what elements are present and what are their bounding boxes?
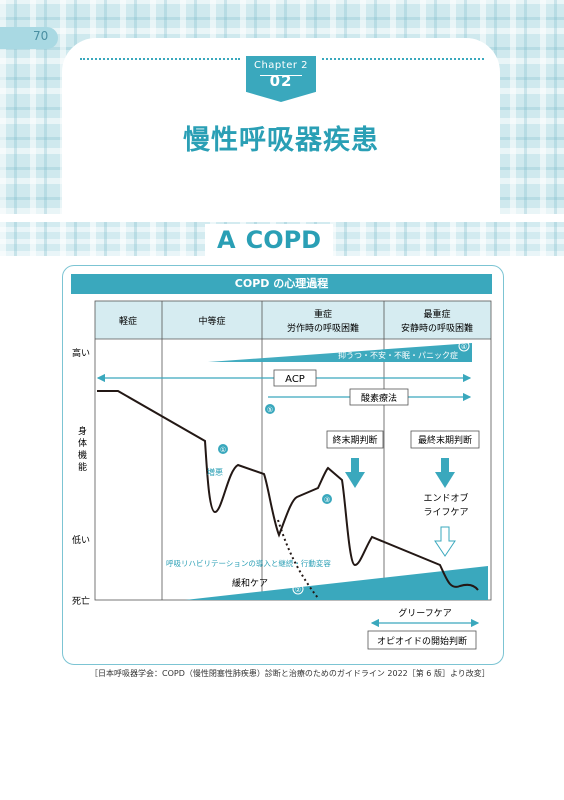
- dotted-rule-right: [322, 58, 484, 60]
- marker-1-circle: [218, 444, 228, 454]
- y-axis-label-1: 身: [78, 425, 87, 437]
- page-number: 70: [33, 29, 49, 43]
- marker-3: ③: [324, 496, 330, 504]
- marker-5-circle: [265, 404, 275, 414]
- end-of-life-hollow-arrow: [434, 526, 456, 557]
- stage-header-bg: [95, 301, 491, 339]
- final-terminal-down-arrow: [435, 458, 455, 488]
- marker-2-circle: [292, 583, 304, 595]
- section-title: A COPD: [205, 224, 334, 256]
- chapter-badge-divider: [260, 75, 302, 76]
- chapter-badge: Chapter 2 02: [246, 56, 316, 102]
- stage-grid: [94, 300, 492, 601]
- opioid-label: オピオイドの開始判断: [377, 635, 467, 647]
- y-axis-high: 高い: [72, 347, 90, 359]
- chapter-title: 慢性呼吸器疾患: [183, 125, 379, 156]
- figure-title: COPD の心理過程: [71, 274, 492, 294]
- marker-4-circle: [458, 340, 470, 352]
- oxygen-box: [349, 388, 409, 406]
- stage-very-severe: 最重症: [423, 308, 450, 320]
- marker-4: ④: [461, 343, 467, 351]
- stage-very-severe-desc: 安静時の呼吸困難: [401, 322, 473, 334]
- chapter-number: 02: [269, 72, 293, 90]
- figure-caption: ［日本呼吸器学会：COPD（慢性閉塞性肺疾患）診断と治療のためのガイドライン 2…: [90, 669, 490, 678]
- anxiety-wedge: [208, 343, 472, 362]
- chapter-label: Chapter 2: [253, 60, 309, 71]
- y-axis-low: 低い: [72, 534, 90, 546]
- stage-severe: 重症: [314, 308, 332, 320]
- marker-1: ①: [220, 446, 226, 454]
- grief-care-label: グリーフケア: [398, 607, 451, 619]
- section-letter: A: [217, 226, 236, 254]
- opioid-box: [367, 630, 477, 650]
- stage-severe-desc: 労作時の呼吸困難: [287, 322, 359, 334]
- acp-label: ACP: [285, 374, 305, 385]
- final-terminal-judgment-box: [410, 430, 480, 449]
- terminal-down-arrow: [345, 458, 365, 488]
- end-of-life-care-2: ライフケア: [423, 507, 468, 518]
- stage-moderate: 中等症: [198, 315, 225, 327]
- acp-box: [273, 369, 317, 387]
- end-of-life-care-1: エンドオブ: [423, 492, 468, 504]
- exacerbation-label: 増悪: [207, 467, 223, 477]
- marker-2: ②: [295, 586, 301, 594]
- palliative-label: 緩和ケア: [232, 577, 268, 589]
- stage-mild: 軽症: [119, 315, 137, 327]
- y-axis-label-4: 能: [78, 461, 87, 473]
- page-number-tab: [0, 27, 58, 49]
- final-terminal-judgment-label: 最終末期判断: [418, 434, 472, 446]
- terminal-judgment-label: 終末期判断: [332, 434, 377, 446]
- marker-3-circle: [322, 494, 332, 504]
- oxygen-label: 酸素療法: [361, 392, 397, 404]
- sudden-decline-dotted: [277, 519, 319, 599]
- palliative-wedge: [185, 566, 488, 600]
- y-axis-death: 死亡: [72, 595, 90, 607]
- anxiety-label: 抑うつ・不安・不眠・パニック症: [338, 350, 458, 360]
- section-title-text: COPD: [245, 226, 322, 254]
- marker-5: ⑤: [267, 406, 273, 414]
- y-axis-label-3: 機: [78, 449, 87, 461]
- y-axis-label-2: 体: [78, 437, 87, 449]
- dotted-rule-left: [80, 58, 240, 60]
- rehab-label: 呼吸リハビリテーションの導入と継続・行動変容: [166, 558, 331, 568]
- physical-function-curve: [97, 390, 479, 591]
- terminal-judgment-box: [326, 430, 384, 449]
